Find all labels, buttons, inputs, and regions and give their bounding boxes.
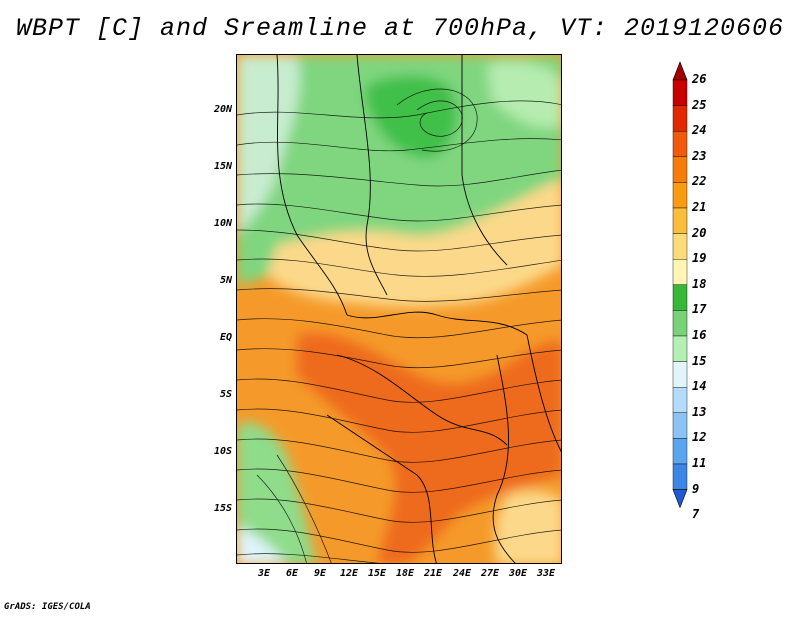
colorbar-swatch [672, 387, 688, 414]
colorbar-label: 22 [692, 174, 707, 189]
colorbar-label: 7 [692, 507, 700, 522]
colorbar-swatch [672, 335, 688, 362]
colorbar-label: 9 [692, 481, 700, 496]
colorbar-top-arrow [672, 61, 688, 81]
colorbar-swatch [672, 284, 688, 311]
lon-label-24e: 24E [452, 568, 472, 579]
lat-label-15n: 15N [213, 161, 232, 172]
colorbar-label: 20 [692, 225, 707, 240]
colorbar-label: 18 [692, 276, 707, 291]
green-region-southwest [237, 422, 317, 563]
colorbar-swatch [672, 258, 688, 285]
lat-label-15s: 15S [213, 503, 232, 514]
colorbar-swatch [672, 130, 688, 157]
colorbar-swatch [672, 463, 688, 490]
lat-label-10n: 10N [213, 218, 232, 229]
colorbar-swatch [672, 438, 688, 465]
colorbar-swatch [672, 156, 688, 183]
colorbar-swatch [672, 182, 688, 209]
yellow-region-southeast [495, 490, 561, 563]
lon-label-18e: 18E [395, 568, 415, 579]
grads-credit: GrADS: IGES/COLA [4, 602, 91, 612]
streamlines [237, 88, 561, 563]
lat-label-10s: 10S [213, 446, 232, 457]
colorbar-label: 12 [692, 430, 707, 445]
colorbar-label: 25 [692, 97, 707, 112]
lon-label-15e: 15E [367, 568, 387, 579]
pale-region-northwest [237, 55, 300, 235]
colorbar-label: 24 [692, 123, 707, 138]
colorbar-label: 14 [692, 379, 707, 394]
lon-label-9e: 9E [313, 568, 327, 579]
light-green-northeast [487, 61, 561, 128]
colorbar-swatch [672, 79, 688, 106]
colorbar-label: 17 [692, 302, 707, 317]
colorbar-label: 23 [692, 148, 707, 163]
colorbar-swatch [672, 310, 688, 337]
colorbar-label: 19 [692, 251, 707, 266]
lat-label-20n: 20N [213, 104, 232, 115]
colorbar-bottom-arrow [672, 489, 688, 509]
colorbar [672, 61, 688, 509]
lon-label-3e: 3E [257, 568, 271, 579]
map-area [236, 54, 562, 564]
lon-label-12e: 12E [339, 568, 359, 579]
dark-green-north [365, 75, 458, 158]
colorbar-swatch [672, 233, 688, 260]
lat-label-5s: 5S [219, 389, 232, 400]
colorbar-swatch [672, 361, 688, 388]
lat-label-eq: EQ [219, 332, 232, 343]
country-borders [276, 55, 561, 563]
colorbar-swatch [672, 207, 688, 234]
lon-label-6e: 6E [285, 568, 299, 579]
lat-label-5n: 5N [219, 275, 232, 286]
colorbar-label: 13 [692, 404, 707, 419]
colorbar-label: 11 [692, 456, 707, 470]
yellow-band [267, 180, 561, 308]
lon-label-33e: 33E [536, 568, 556, 579]
colorbar-swatch [672, 412, 688, 439]
lon-label-21e: 21E [423, 568, 443, 579]
colorbar-label: 21 [692, 200, 707, 214]
colorbar-swatches [672, 61, 688, 509]
colorbar-swatch [672, 105, 688, 132]
map-title: WBPT [C] and Sreamline at 700hPa, VT: 20… [15, 14, 785, 43]
lon-label-30e: 30E [508, 568, 528, 579]
colorbar-label: 26 [692, 72, 707, 86]
wbpt-field-map [237, 55, 561, 563]
colorbar-label: 16 [692, 328, 707, 342]
lon-label-27e: 27E [480, 568, 500, 579]
colorbar-label: 15 [692, 353, 707, 368]
